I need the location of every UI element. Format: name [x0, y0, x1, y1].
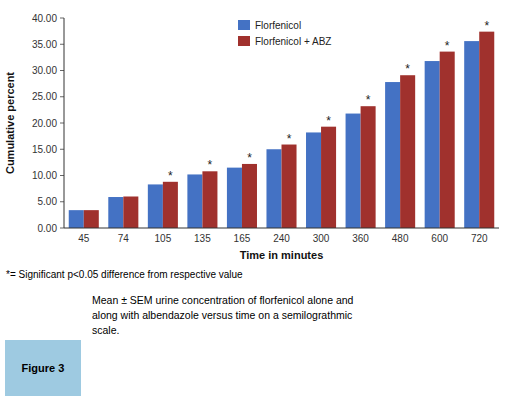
- x-tick-label: 45: [78, 233, 90, 244]
- footnote: *= Significant p<0.05 difference from re…: [6, 269, 243, 280]
- significance-mark: *: [445, 39, 450, 53]
- bars: [69, 32, 495, 228]
- x-tick-label: 600: [431, 233, 448, 244]
- x-tick-label: 240: [273, 233, 290, 244]
- bar: [440, 52, 455, 228]
- x-axis-line: [64, 228, 499, 229]
- y-axis-title: Cumulative percent: [4, 72, 16, 174]
- bar: [321, 127, 336, 228]
- caption-line: along with albendazole versus time on a …: [92, 309, 352, 321]
- y-tick: [60, 175, 64, 176]
- x-tick-label: 720: [471, 233, 488, 244]
- bar: [425, 61, 440, 228]
- significance-mark: *: [326, 114, 331, 128]
- y-tick: [60, 70, 64, 71]
- bar: [242, 164, 257, 228]
- y-tick: [60, 123, 64, 124]
- bar: [400, 75, 415, 228]
- legend: Florfenicol Florfenicol + ABZ: [238, 20, 331, 47]
- y-tick: [60, 228, 64, 229]
- bar: [464, 41, 479, 228]
- bar: [385, 82, 400, 228]
- bar: [361, 106, 376, 228]
- figure-label: Figure 3: [22, 362, 65, 374]
- bar: [306, 132, 321, 228]
- y-tick-label: 35.00: [32, 39, 57, 50]
- y-tick: [60, 44, 64, 45]
- y-tick-label: 0.00: [38, 223, 58, 234]
- bar: [108, 197, 123, 228]
- y-tick-label: 20.00: [32, 118, 57, 129]
- significance-mark: *: [405, 62, 410, 76]
- y-tick-label: 25.00: [32, 91, 57, 102]
- x-axis-title: Time in minutes: [240, 249, 324, 261]
- y-tick-label: 5.00: [38, 196, 58, 207]
- caption-line: scale.: [92, 324, 119, 336]
- bar: [187, 174, 202, 228]
- y-axis: 0.00 5.00 10.00 15.00 20.00 25.00 30.00 35.00 40…: [32, 13, 64, 234]
- legend-swatch: [238, 20, 250, 30]
- y-tick: [60, 96, 64, 97]
- legend-label: Florfenicol + ABZ: [255, 36, 331, 47]
- bar: [227, 168, 242, 228]
- bar: [266, 149, 281, 228]
- significance-mark: *: [168, 169, 173, 183]
- y-tick-label: 10.00: [32, 170, 57, 181]
- caption: Mean ± SEM urine concentration of florfe…: [92, 294, 354, 336]
- significance-mark: *: [208, 158, 213, 172]
- x-tick-label: 480: [392, 233, 409, 244]
- y-tick: [60, 201, 64, 202]
- caption-line: Mean ± SEM urine concentration of florfe…: [92, 294, 354, 306]
- y-tick-label: 15.00: [32, 144, 57, 155]
- x-tick-label: 105: [155, 233, 172, 244]
- legend-label: Florfenicol: [255, 20, 301, 31]
- bar: [282, 145, 297, 228]
- significance-mark: *: [287, 132, 292, 146]
- x-tick-label: 74: [118, 233, 130, 244]
- bar: [479, 32, 494, 228]
- bar: [202, 171, 217, 228]
- y-tick: [60, 149, 64, 150]
- y-axis-line: [64, 18, 65, 228]
- chart: 0.00 5.00 10.00 15.00 20.00 25.00 30.00 35.00 40…: [0, 0, 509, 407]
- x-tick-label: 135: [194, 233, 211, 244]
- significance-mark: *: [484, 19, 489, 33]
- y-tick-label: 30.00: [32, 65, 57, 76]
- bar: [69, 210, 84, 228]
- y-tick: [60, 18, 64, 19]
- significance-mark: *: [366, 93, 371, 107]
- bar: [123, 197, 138, 229]
- significance-mark: *: [247, 151, 252, 165]
- bar: [148, 184, 163, 228]
- bar: [84, 210, 99, 228]
- bar: [346, 114, 361, 228]
- x-tick-label: 165: [234, 233, 251, 244]
- x-tick-label: 360: [352, 233, 369, 244]
- figure-label-box: [5, 340, 81, 396]
- x-tick-label: 300: [313, 233, 330, 244]
- y-tick-label: 40.00: [32, 13, 57, 24]
- bar: [163, 182, 178, 228]
- legend-swatch: [238, 36, 250, 46]
